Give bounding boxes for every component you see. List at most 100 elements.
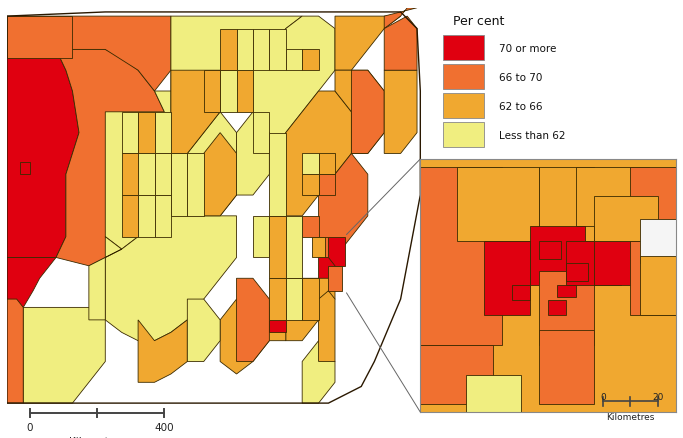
Text: 0: 0 bbox=[27, 422, 33, 431]
Polygon shape bbox=[220, 71, 236, 113]
Polygon shape bbox=[285, 50, 302, 71]
Polygon shape bbox=[548, 300, 566, 315]
Polygon shape bbox=[630, 241, 676, 315]
Polygon shape bbox=[105, 92, 236, 250]
Polygon shape bbox=[7, 50, 79, 258]
Polygon shape bbox=[89, 250, 122, 320]
Text: 70 or more: 70 or more bbox=[499, 43, 557, 53]
Polygon shape bbox=[457, 167, 539, 241]
Polygon shape bbox=[122, 196, 138, 237]
Polygon shape bbox=[269, 279, 285, 320]
Polygon shape bbox=[329, 237, 345, 266]
Polygon shape bbox=[23, 307, 105, 403]
Polygon shape bbox=[285, 216, 302, 279]
Polygon shape bbox=[385, 9, 417, 29]
Text: 400: 400 bbox=[154, 422, 173, 431]
Polygon shape bbox=[530, 226, 585, 286]
Text: 0: 0 bbox=[600, 392, 606, 402]
Polygon shape bbox=[236, 113, 269, 196]
Polygon shape bbox=[187, 154, 204, 216]
Polygon shape bbox=[154, 113, 171, 154]
Polygon shape bbox=[171, 71, 220, 154]
Bar bbox=[443, 94, 484, 119]
Polygon shape bbox=[154, 196, 171, 237]
Polygon shape bbox=[329, 266, 342, 291]
Polygon shape bbox=[318, 154, 335, 175]
Polygon shape bbox=[302, 341, 335, 403]
Polygon shape bbox=[420, 160, 676, 412]
Polygon shape bbox=[302, 154, 318, 175]
Text: Less than 62: Less than 62 bbox=[499, 130, 566, 140]
Polygon shape bbox=[220, 29, 236, 71]
Polygon shape bbox=[220, 300, 285, 374]
Polygon shape bbox=[105, 216, 236, 341]
Polygon shape bbox=[236, 29, 253, 71]
Text: Kilometres: Kilometres bbox=[69, 436, 125, 438]
Polygon shape bbox=[302, 279, 318, 320]
Polygon shape bbox=[420, 167, 503, 345]
Bar bbox=[443, 65, 484, 90]
Polygon shape bbox=[576, 167, 649, 226]
Polygon shape bbox=[466, 374, 520, 412]
Polygon shape bbox=[253, 113, 269, 154]
Polygon shape bbox=[285, 92, 351, 216]
Polygon shape bbox=[7, 258, 56, 307]
Polygon shape bbox=[187, 300, 220, 362]
Polygon shape bbox=[630, 167, 676, 226]
Polygon shape bbox=[594, 241, 639, 286]
Polygon shape bbox=[318, 175, 335, 196]
Polygon shape bbox=[204, 133, 236, 216]
Polygon shape bbox=[7, 300, 23, 403]
Polygon shape bbox=[236, 71, 253, 113]
Polygon shape bbox=[285, 279, 302, 320]
Polygon shape bbox=[318, 291, 335, 362]
Polygon shape bbox=[566, 241, 622, 286]
Polygon shape bbox=[253, 216, 269, 258]
Polygon shape bbox=[302, 216, 318, 237]
Polygon shape bbox=[385, 17, 417, 71]
Polygon shape bbox=[539, 271, 594, 345]
Polygon shape bbox=[236, 279, 269, 362]
Polygon shape bbox=[318, 154, 368, 258]
Polygon shape bbox=[335, 71, 385, 154]
Polygon shape bbox=[539, 241, 561, 259]
Polygon shape bbox=[594, 197, 658, 241]
Polygon shape bbox=[7, 17, 72, 59]
Text: 66 to 70: 66 to 70 bbox=[499, 72, 542, 82]
Polygon shape bbox=[204, 71, 220, 113]
Polygon shape bbox=[484, 241, 530, 315]
Polygon shape bbox=[639, 219, 676, 264]
Text: 20: 20 bbox=[652, 392, 664, 402]
Polygon shape bbox=[312, 237, 325, 258]
Polygon shape bbox=[318, 237, 329, 258]
Polygon shape bbox=[539, 167, 594, 241]
Polygon shape bbox=[285, 279, 335, 341]
Polygon shape bbox=[385, 71, 417, 154]
Polygon shape bbox=[154, 154, 171, 196]
Text: Kilometres: Kilometres bbox=[607, 412, 654, 421]
Polygon shape bbox=[138, 154, 154, 196]
Polygon shape bbox=[351, 71, 385, 154]
Polygon shape bbox=[269, 29, 285, 71]
Polygon shape bbox=[138, 113, 154, 154]
Polygon shape bbox=[20, 162, 30, 175]
Bar bbox=[443, 123, 484, 148]
Bar bbox=[443, 36, 484, 61]
Polygon shape bbox=[138, 320, 187, 382]
Polygon shape bbox=[302, 50, 318, 71]
Polygon shape bbox=[512, 286, 530, 300]
Polygon shape bbox=[122, 113, 138, 154]
Polygon shape bbox=[56, 50, 171, 266]
Polygon shape bbox=[557, 286, 576, 298]
Polygon shape bbox=[7, 17, 171, 92]
Polygon shape bbox=[269, 216, 285, 279]
Polygon shape bbox=[420, 345, 493, 404]
Polygon shape bbox=[302, 175, 318, 196]
Text: 62 to 66: 62 to 66 bbox=[499, 101, 542, 111]
Polygon shape bbox=[639, 256, 676, 315]
Polygon shape bbox=[253, 29, 269, 71]
Polygon shape bbox=[335, 17, 401, 71]
Polygon shape bbox=[539, 330, 594, 404]
Polygon shape bbox=[171, 17, 302, 154]
Polygon shape bbox=[253, 17, 335, 154]
